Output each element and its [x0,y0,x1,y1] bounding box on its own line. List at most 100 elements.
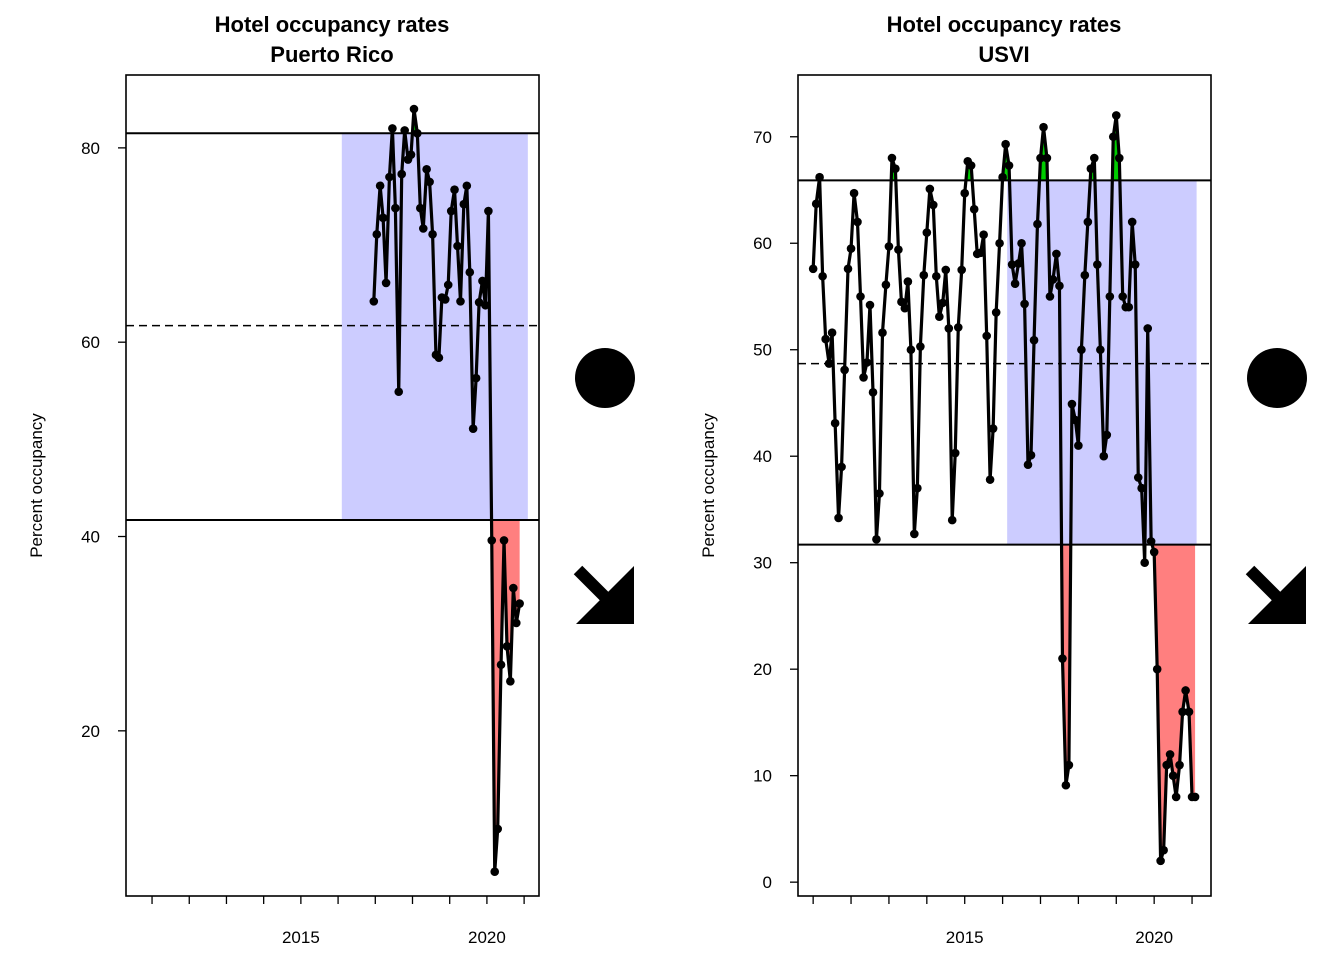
y-tick-label: 70 [753,128,772,147]
data-point [1017,239,1026,248]
chart-subtitle: USVI [978,42,1029,67]
x-tick-label: 2015 [282,928,320,947]
data-point [453,242,462,251]
data-point [913,484,922,493]
down-right-arrow-icon [576,566,634,624]
data-point [1181,686,1190,695]
data-point [487,536,496,545]
data-point [1124,303,1133,312]
data-point [932,272,941,281]
data-point [979,230,988,239]
status-dot-icon [1247,348,1307,408]
data-point [818,272,827,281]
data-point [1071,416,1080,425]
data-point [1134,473,1143,482]
data-point [391,204,400,213]
data-point [916,342,925,351]
data-point [435,353,444,362]
x-tick-label: 2015 [946,928,984,947]
data-point [1147,537,1156,546]
data-point [1150,548,1159,557]
data-point [812,200,821,209]
data-point [825,359,834,368]
data-point [1052,250,1061,259]
data-point [1055,282,1064,291]
data-point [872,535,881,544]
y-tick-label: 60 [753,234,772,253]
data-point [506,677,515,686]
data-point [894,245,903,254]
data-point [1191,793,1200,802]
data-point [1068,400,1077,409]
data-point [970,205,979,214]
data-point [1143,324,1152,333]
x-tick-label: 2020 [468,928,506,947]
data-point [413,129,422,138]
data-point [957,266,966,275]
data-point [910,530,919,539]
chart-title: Hotel occupancy rates [215,12,450,37]
data-point [428,230,437,239]
data-point [828,328,837,337]
data-point [1065,761,1074,770]
data-point [1030,336,1039,345]
y-tick-label: 10 [753,767,772,786]
y-tick-label: 40 [753,447,772,466]
x-tick-label: 2020 [1135,928,1173,947]
data-point [1128,218,1137,227]
data-point [945,324,954,333]
data-point [941,266,950,275]
data-point [891,164,900,173]
down-right-arrow-icon [1248,566,1306,624]
data-point [951,449,960,458]
data-point [995,239,1004,248]
data-point [1112,111,1121,120]
data-point [441,295,450,304]
data-point [837,463,846,472]
data-point [1140,558,1149,567]
data-point [410,105,419,114]
data-point [888,154,897,163]
data-point [1039,123,1048,132]
data-point [382,279,391,288]
data-point [1172,793,1181,802]
data-point [850,189,859,198]
y-axis-label: Percent occupancy [27,413,46,558]
data-point [878,328,887,337]
data-point [986,475,995,484]
data-point [1099,452,1108,461]
data-point [484,207,493,216]
y-tick-label: 80 [81,139,100,158]
data-point [1169,771,1178,780]
chart-subtitle: Puerto Rico [270,42,393,67]
data-point [831,419,840,428]
data-point [1024,460,1033,469]
data-point [407,150,416,159]
data-point [1062,781,1071,790]
data-point [982,332,991,341]
data-point [935,312,944,321]
data-point [379,214,388,223]
data-point [1118,292,1127,301]
data-point [904,277,913,286]
data-point [840,366,849,375]
y-tick-label: 50 [753,341,772,360]
data-point [875,489,884,498]
y-tick-label: 30 [753,554,772,573]
data-point [926,185,935,194]
data-point [400,126,409,135]
data-point [967,161,976,170]
data-point [901,304,910,313]
data-point [834,514,843,523]
data-point [938,299,947,308]
data-point [478,277,487,286]
data-point [422,165,431,174]
data-point [1137,484,1146,493]
data-point [490,867,499,876]
y-tick-label: 0 [763,873,772,892]
data-point [866,301,875,310]
